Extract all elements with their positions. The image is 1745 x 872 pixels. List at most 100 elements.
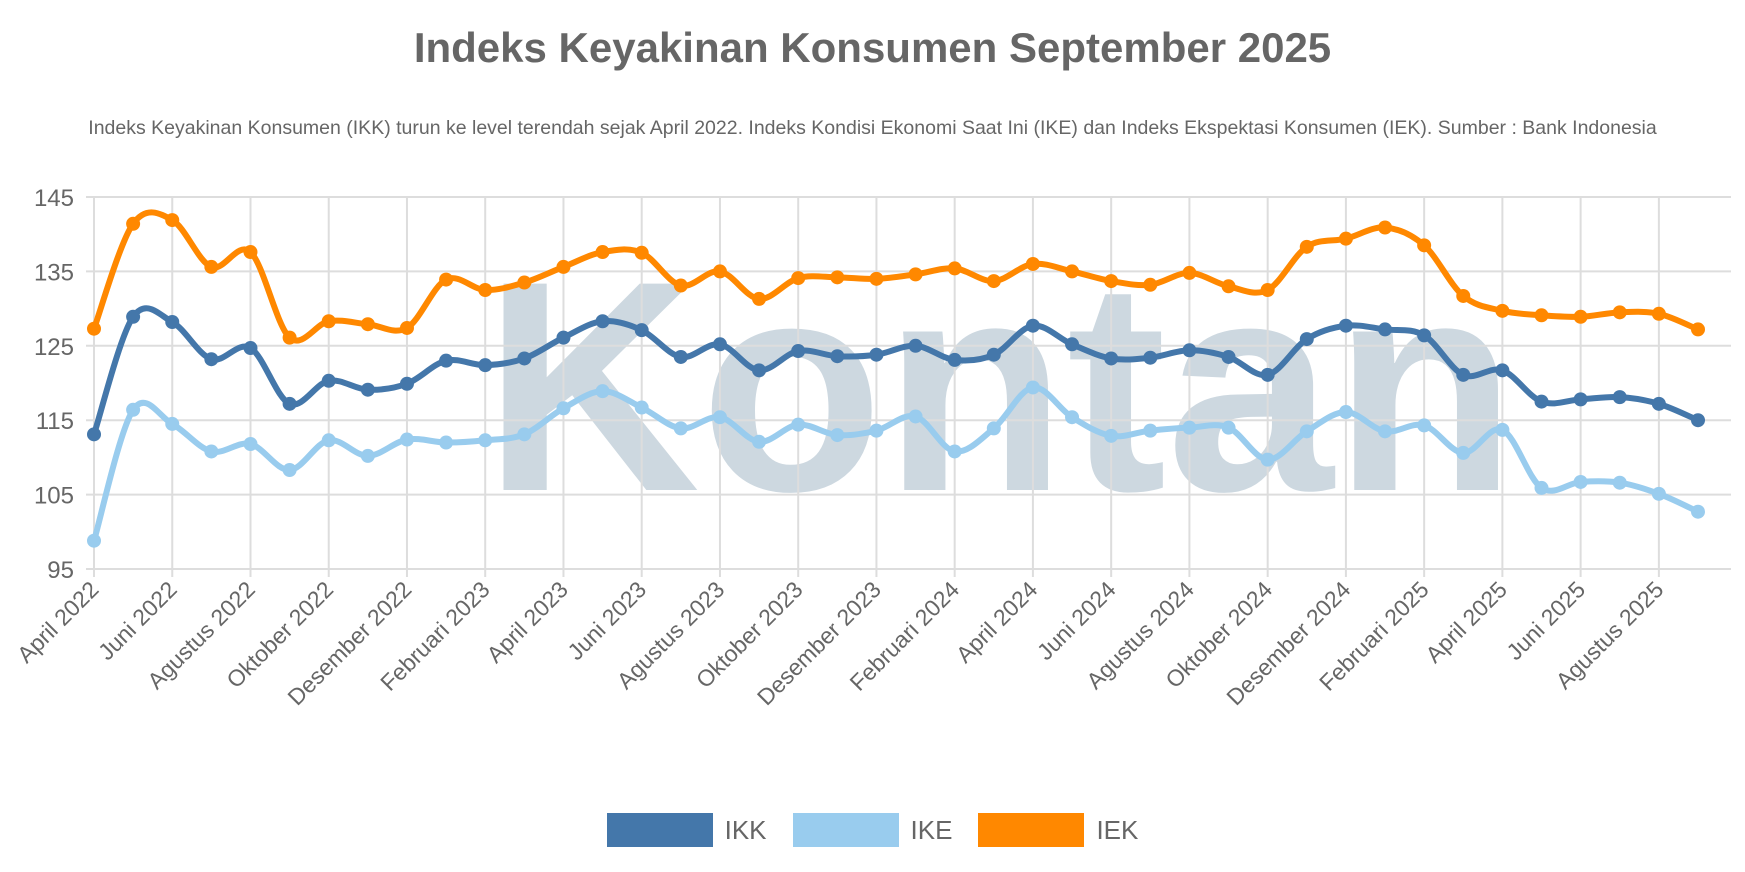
data-point-ikk (1338, 318, 1353, 333)
data-point-ike (1065, 410, 1080, 425)
data-point-iek (1299, 239, 1314, 254)
data-point-ike (1612, 475, 1627, 490)
data-point-iek (1378, 220, 1393, 235)
data-point-ike (360, 448, 375, 463)
data-point-iek (1260, 283, 1275, 297)
data-point-iek (165, 213, 180, 228)
data-point-ike (986, 421, 1001, 436)
data-point-ike (1143, 423, 1158, 438)
legend-item-iek[interactable]: IEK (978, 813, 1138, 847)
data-point-ike (869, 423, 884, 438)
legend-label: IKE (910, 814, 953, 845)
data-point-iek (1182, 265, 1197, 280)
data-point-ike (1182, 420, 1197, 435)
data-point-iek (869, 271, 884, 286)
data-point-ikk (1378, 322, 1393, 337)
data-point-ikk (204, 352, 219, 367)
data-point-iek (556, 259, 571, 274)
data-point-ikk (1417, 328, 1432, 343)
data-point-ike (556, 401, 571, 416)
data-point-ike (1573, 474, 1588, 489)
data-point-ike (908, 409, 923, 424)
data-point-iek (830, 270, 845, 285)
data-point-ikk (986, 347, 1001, 362)
data-point-ikk (791, 344, 806, 359)
data-point-ike (1260, 452, 1275, 467)
data-point-ikk (478, 358, 493, 373)
data-point-iek (126, 216, 141, 231)
x-tick-label: April 2024 (951, 576, 1043, 668)
data-point-iek (517, 275, 532, 290)
data-point-iek (1143, 277, 1158, 292)
data-point-ikk (439, 353, 454, 368)
data-point-ike (399, 432, 414, 447)
data-point-ike (1495, 422, 1510, 437)
legend-swatch (606, 813, 713, 847)
data-point-iek (360, 317, 375, 332)
data-point-ikk (1691, 413, 1705, 428)
y-tick-label: 95 (47, 557, 74, 584)
data-point-iek (752, 291, 767, 306)
data-point-iek (1221, 279, 1236, 294)
data-point-ikk (517, 351, 532, 366)
y-tick-label: 145 (34, 185, 74, 212)
data-point-ike (1338, 405, 1353, 420)
data-point-ike (478, 433, 493, 448)
data-point-iek (243, 245, 258, 260)
chart-subtitle: Indeks Keyakinan Konsumen (IKK) turun ke… (88, 117, 1657, 139)
data-point-iek (791, 271, 806, 286)
data-point-ike (1378, 424, 1393, 439)
data-point-iek (1651, 306, 1666, 321)
data-point-iek (478, 283, 493, 297)
data-point-ike (1104, 428, 1119, 443)
data-point-iek (282, 330, 297, 345)
data-point-ike (1651, 486, 1666, 501)
x-tick-label: April 2023 (481, 576, 573, 668)
data-point-ike (673, 421, 688, 436)
data-point-iek (1025, 256, 1040, 271)
data-point-ikk (1573, 392, 1588, 407)
data-point-iek (87, 321, 101, 336)
data-point-iek (204, 259, 219, 274)
data-point-ike (126, 402, 141, 417)
data-point-ike (947, 444, 962, 459)
data-point-ikk (869, 347, 884, 362)
data-point-ikk (1260, 367, 1275, 382)
data-point-ike (1417, 418, 1432, 433)
data-point-ike (830, 428, 845, 443)
data-point-ike (321, 433, 336, 448)
data-point-ikk (165, 314, 180, 329)
data-point-ikk (947, 352, 962, 367)
data-point-iek (1456, 288, 1471, 303)
data-point-iek (1417, 238, 1432, 253)
data-point-ike (1299, 424, 1314, 439)
data-point-ike (791, 417, 806, 432)
legend-swatch (792, 813, 899, 847)
data-point-iek (1691, 322, 1705, 337)
data-point-ikk (1534, 394, 1549, 409)
data-point-ike (517, 427, 532, 442)
legend-label: IKK (724, 814, 767, 845)
data-point-iek (1338, 231, 1353, 246)
data-point-ikk (595, 314, 610, 329)
data-point-ikk (1299, 332, 1314, 347)
data-point-ike (1691, 504, 1705, 519)
data-point-iek (1065, 264, 1080, 279)
legend: IKK IKE IEK (0, 813, 1745, 847)
data-point-ikk (1456, 367, 1471, 382)
data-point-iek (1573, 309, 1588, 324)
data-point-iek (399, 320, 414, 335)
legend-item-ikk[interactable]: IKK (606, 813, 767, 847)
data-point-ikk (908, 338, 923, 353)
data-point-ikk (752, 363, 767, 378)
chart-title: Indeks Keyakinan Konsumen September 2025 (413, 24, 1332, 71)
data-point-iek (947, 261, 962, 276)
data-point-ikk (321, 373, 336, 388)
data-point-ike (439, 435, 454, 450)
data-point-ikk (634, 323, 649, 338)
data-point-ike (595, 384, 610, 399)
data-point-ike (634, 400, 649, 415)
data-point-iek (634, 245, 649, 260)
legend-item-ike[interactable]: IKE (792, 813, 953, 847)
data-point-ikk (126, 309, 141, 324)
